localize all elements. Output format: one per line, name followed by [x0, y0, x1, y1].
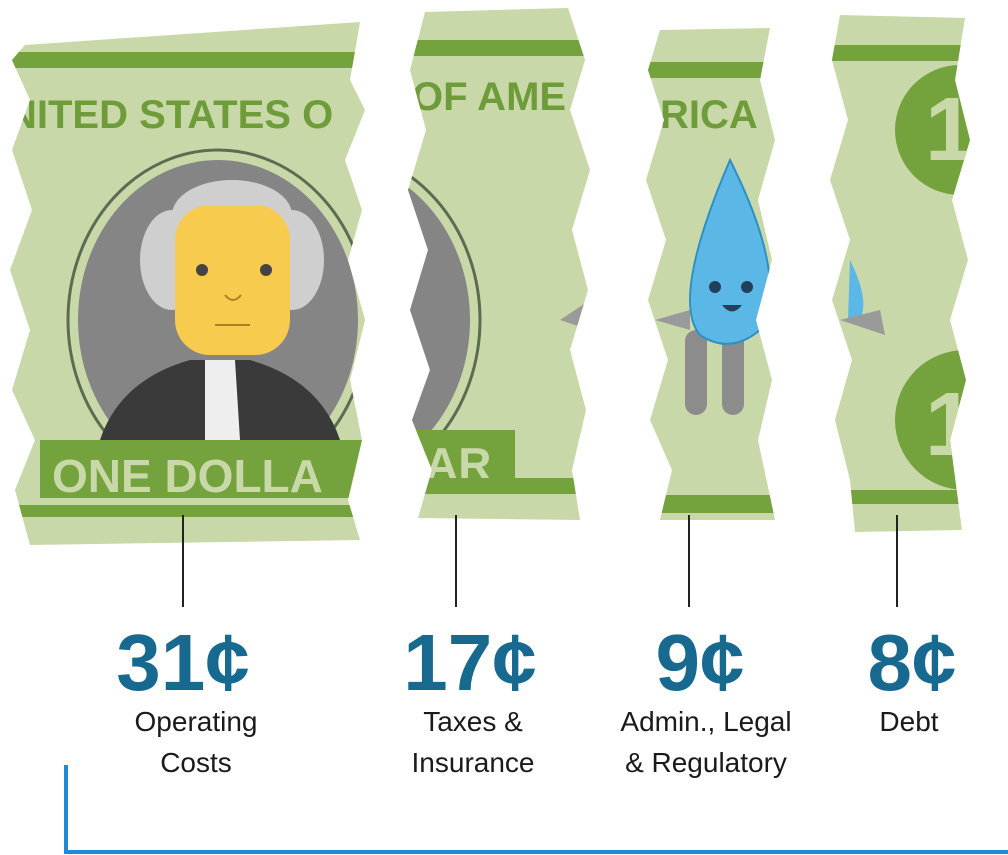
label: Operating — [135, 706, 258, 737]
label: & Regulatory — [625, 747, 787, 778]
label: Costs — [160, 747, 232, 778]
page: NITED STATES O ONE DOLLA OF AME AR RICA … — [0, 0, 1008, 855]
infographic: NITED STATES O ONE DOLLA OF AME AR RICA … — [0, 0, 1008, 855]
bracket — [66, 765, 1008, 852]
label: Insurance — [412, 747, 535, 778]
bill-text: ONE DOLLA — [52, 450, 323, 502]
bill-text: OF AME — [412, 75, 566, 119]
bill-text: 1 — [925, 375, 975, 475]
amount: 9¢ — [656, 618, 745, 707]
bill-strip: 1 1 — [820, 0, 1008, 545]
amount: 8¢ — [868, 618, 957, 707]
label: Taxes & — [423, 706, 523, 737]
amount: 17¢ — [403, 618, 536, 707]
bill-strip: NITED STATES O ONE DOLLA — [0, 0, 380, 560]
bill-text: NITED STATES O — [8, 93, 333, 137]
bill-strip: RICA — [640, 20, 780, 530]
amount: 31¢ — [116, 618, 249, 707]
bill-text: RICA — [660, 93, 758, 137]
label: Admin., Legal — [620, 706, 791, 737]
label: Debt — [879, 706, 938, 737]
bill-text: 1 — [925, 80, 975, 180]
